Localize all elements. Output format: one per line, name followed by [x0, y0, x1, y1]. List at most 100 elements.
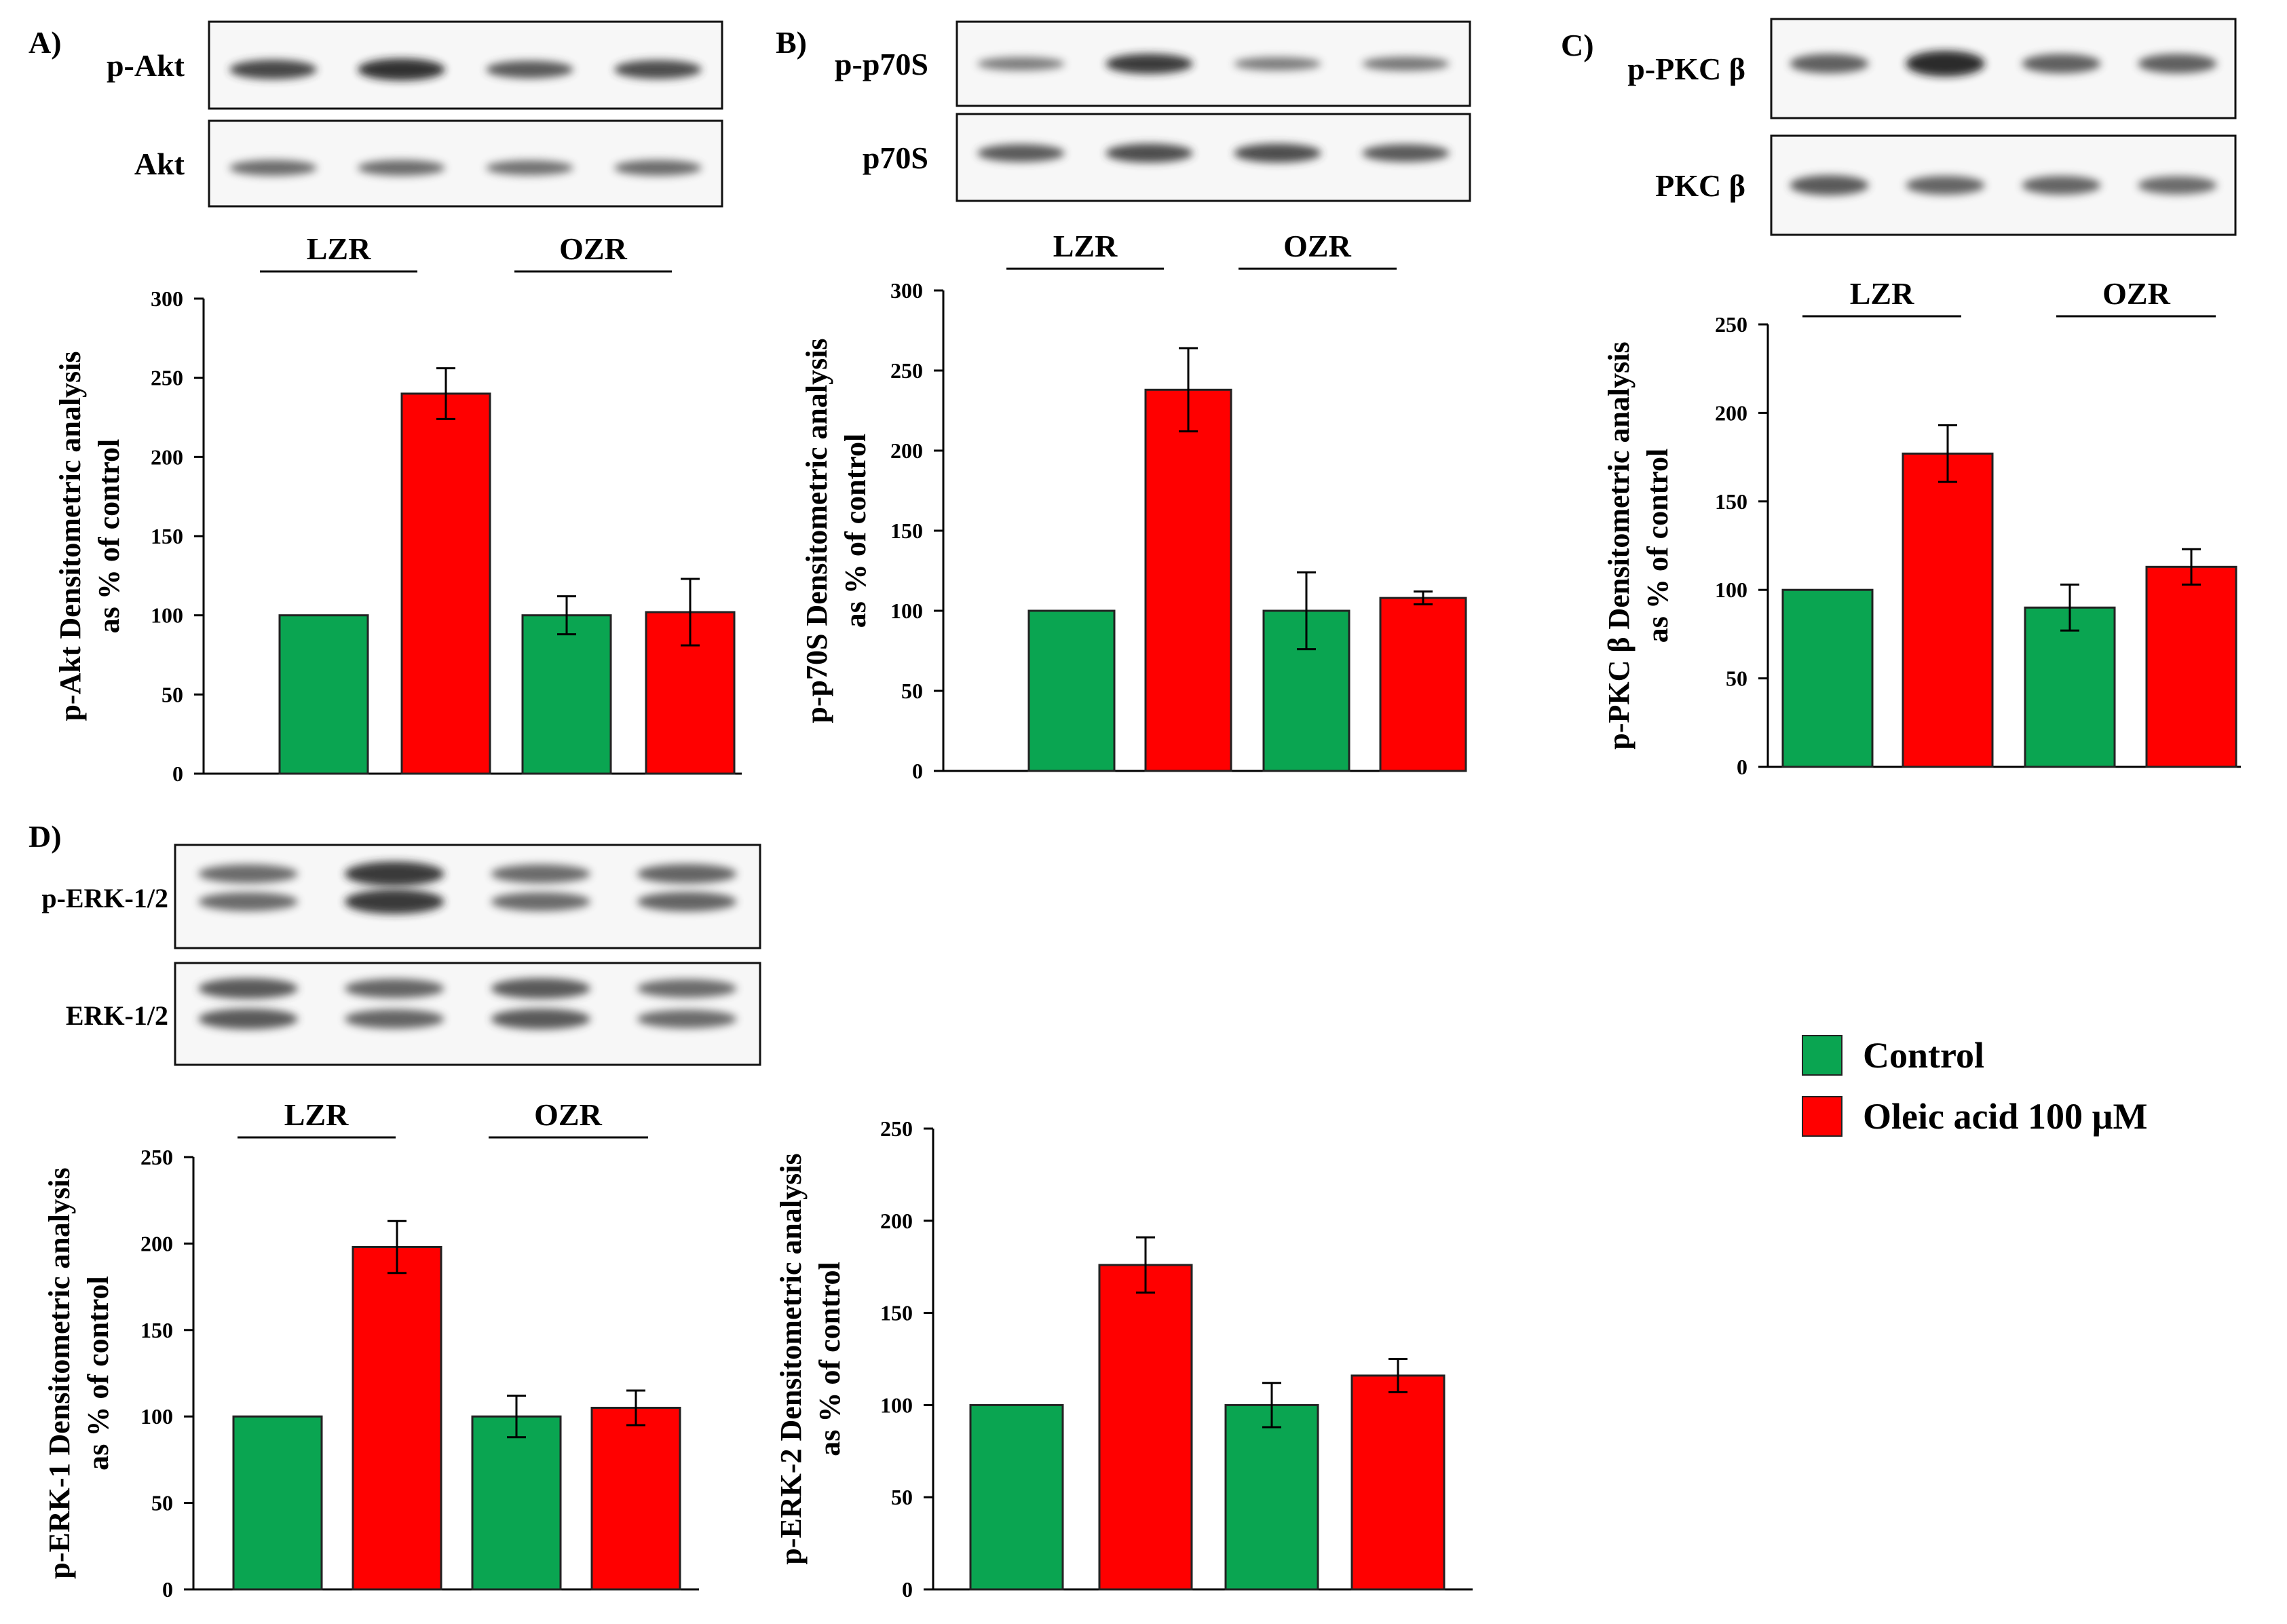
y-tick-label: 150: [890, 518, 923, 543]
blot-band: [977, 144, 1065, 162]
y-tick-label: 50: [162, 682, 183, 706]
legend-swatch-control: [1802, 1035, 1842, 1076]
bar-ozr-control: [471, 1415, 562, 1591]
group-label: OZR: [559, 231, 627, 266]
blot-band: [198, 1008, 299, 1030]
y-tick-label: 200: [1715, 400, 1747, 425]
blot-band: [637, 1009, 737, 1029]
group-label: OZR: [1283, 229, 1351, 263]
blot-band: [229, 159, 317, 176]
y-tick-label: 250: [880, 1116, 913, 1141]
bar-ozr-control: [521, 614, 612, 775]
blot-band: [486, 160, 573, 176]
y-axis-label: p-p70S Densitometric analysis: [800, 338, 833, 723]
blot-band: [491, 864, 591, 884]
y-tick-label: 50: [151, 1491, 173, 1515]
bar-lzr-control: [232, 1415, 323, 1591]
blot-label: p-PKC β: [1627, 52, 1745, 86]
y-tick-label: 0: [912, 759, 923, 783]
blot-band: [1105, 54, 1193, 74]
legend-label-control: Control: [1863, 1035, 1985, 1076]
blot-band: [198, 864, 299, 884]
bar-ozr-control: [1224, 1403, 1319, 1591]
panel-label: B): [776, 25, 807, 60]
y-tick-label: 200: [140, 1231, 173, 1255]
y-axis-label-units: as % of control: [839, 434, 872, 628]
legend-item-oleic-acid: Oleic acid 100 µM: [1802, 1089, 2148, 1144]
group-label: LZR: [307, 231, 371, 266]
legend-item-control: Control: [1802, 1028, 2148, 1082]
group-label: LZR: [1850, 276, 1914, 311]
blot-band: [2138, 176, 2217, 195]
y-axis-label: p-ERK-1 Densitometric analysis: [43, 1167, 76, 1579]
blot-label: p-ERK-1/2: [41, 883, 168, 913]
bar-ozr-oleic-acid: [2145, 565, 2237, 768]
y-tick-label: 150: [140, 1318, 173, 1342]
blot-band: [491, 892, 591, 911]
blot-band: [1234, 56, 1321, 71]
blot-band: [1906, 176, 1985, 195]
blot-band: [486, 60, 573, 79]
blot-band: [977, 56, 1065, 71]
group-label: LZR: [284, 1097, 349, 1132]
y-tick-label: 50: [891, 1485, 913, 1509]
blot-band: [614, 60, 702, 79]
bar-ozr-oleic-acid: [1379, 597, 1467, 772]
bar-lzr-oleic-acid: [400, 392, 491, 775]
blot-band: [637, 864, 737, 884]
blot-band: [1790, 175, 1869, 195]
y-axis-label: p-Akt Densitometric analysis: [54, 351, 87, 721]
y-tick-label: 50: [901, 679, 923, 703]
group-label: OZR: [534, 1097, 602, 1132]
y-tick-label: 0: [162, 1577, 173, 1602]
blot-band: [344, 889, 445, 914]
bar-lzr-oleic-acid: [1902, 452, 1994, 768]
bar-lzr-oleic-acid: [352, 1245, 442, 1591]
y-tick-label: 250: [140, 1145, 173, 1169]
legend: Control Oleic acid 100 µM: [1802, 1028, 2148, 1150]
y-tick-label: 250: [1715, 312, 1747, 337]
y-tick-label: 0: [1737, 755, 1747, 779]
y-axis-label-units: as % of control: [813, 1262, 846, 1456]
blot-label: p-Akt: [107, 48, 185, 83]
group-label: OZR: [2102, 276, 2170, 311]
blot-label: p70S: [863, 140, 928, 175]
blot-band: [1362, 144, 1450, 162]
y-tick-label: 250: [151, 366, 183, 390]
y-tick-label: 50: [1726, 666, 1747, 691]
bar-ozr-oleic-acid: [590, 1406, 681, 1591]
blot-band: [198, 892, 299, 911]
blot-band: [344, 979, 445, 998]
blot-band: [358, 58, 445, 81]
legend-label-oleic-acid: Oleic acid 100 µM: [1863, 1096, 2148, 1137]
group-label: LZR: [1053, 229, 1118, 263]
blot-label: ERK-1/2: [66, 1000, 168, 1031]
y-tick-label: 200: [880, 1209, 913, 1233]
blot-band: [2138, 54, 2217, 74]
y-tick-label: 0: [902, 1577, 913, 1602]
panel-label: D): [29, 819, 62, 854]
blot-label: PKC β: [1655, 168, 1745, 203]
blot-band: [198, 978, 299, 999]
y-tick-label: 100: [890, 599, 923, 623]
y-tick-label: 200: [890, 438, 923, 463]
y-tick-label: 150: [151, 524, 183, 548]
y-axis-label-units: as % of control: [81, 1276, 115, 1470]
bar-ozr-oleic-acid: [1350, 1374, 1445, 1591]
blot-band: [229, 60, 317, 79]
blot-band: [344, 1009, 445, 1029]
y-axis-label: p-ERK-2 Densitometric analysis: [774, 1153, 808, 1564]
blot-band: [358, 159, 445, 176]
y-tick-label: 200: [151, 445, 183, 469]
blot-band: [1362, 56, 1450, 71]
blot-band: [491, 1008, 591, 1030]
y-tick-label: 0: [172, 761, 183, 786]
y-tick-label: 100: [151, 603, 183, 628]
bar-lzr-oleic-acid: [1144, 388, 1232, 772]
blot-band: [344, 861, 445, 886]
y-tick-label: 300: [890, 278, 923, 303]
y-tick-label: 100: [1715, 578, 1747, 602]
bar-lzr-control: [969, 1403, 1064, 1591]
blot-band: [1234, 143, 1321, 163]
